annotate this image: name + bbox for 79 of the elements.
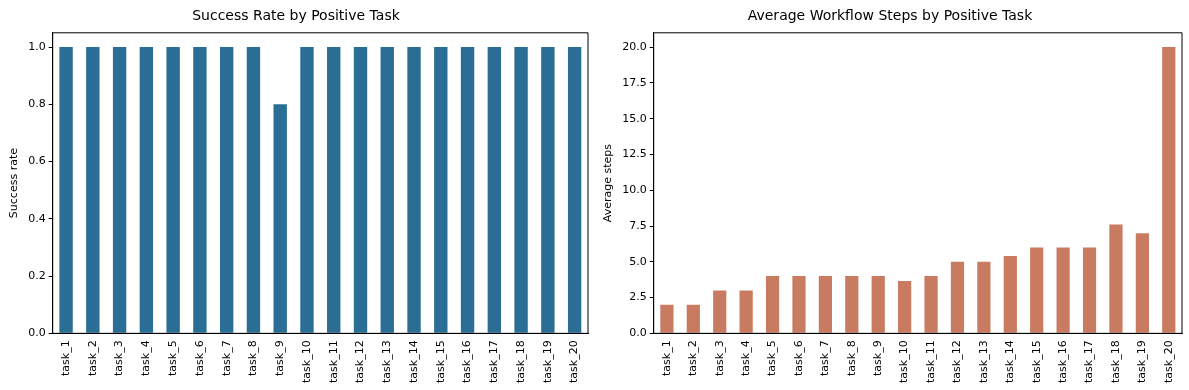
x-tick-label: task_18	[513, 340, 527, 383]
y-axis-title: Average steps	[601, 143, 615, 223]
x-tick-label: task_1	[58, 340, 72, 376]
x-tick-label: task_19	[540, 340, 554, 383]
bar	[818, 276, 832, 333]
y-tick-label: 2.5	[629, 290, 647, 304]
x-tick-label: task_4	[139, 340, 153, 376]
y-tick-label: 10.0	[622, 183, 647, 197]
bar	[713, 290, 727, 333]
y-tick-label: 20.0	[622, 39, 647, 53]
bar	[1109, 224, 1123, 333]
x-tick-label: task_6	[192, 340, 206, 376]
y-tick-label: 7.5	[629, 218, 647, 232]
x-tick-label: task_8	[246, 340, 260, 376]
x-tick-label: task_10	[299, 340, 313, 383]
x-tick-label: task_8	[844, 340, 858, 376]
x-tick-label: task_15	[1029, 340, 1043, 383]
y-tick-label: 0.0	[28, 326, 46, 340]
x-tick-label: task_19	[1135, 340, 1149, 383]
bar	[1162, 47, 1176, 333]
x-tick-label: task_2	[85, 340, 99, 376]
x-tick-label: task_15	[433, 340, 447, 383]
y-axis-title: Success rate	[7, 147, 21, 219]
x-tick-label: task_18	[1108, 340, 1122, 383]
y-tick-label: 0.2	[28, 268, 46, 282]
x-tick-label: task_14	[406, 340, 420, 383]
bar	[792, 276, 806, 333]
y-tick-label: 5.0	[629, 254, 647, 268]
x-tick-label: task_20	[1161, 340, 1175, 383]
x-tick-label: task_7	[219, 340, 233, 376]
bar	[924, 276, 938, 333]
x-tick-label: task_16	[1055, 340, 1069, 383]
bar	[1082, 247, 1097, 333]
x-tick-label: task_6	[791, 340, 805, 376]
x-tick-label: task_3	[712, 340, 726, 376]
x-tick-label: task_9	[273, 340, 287, 376]
y-tick-label: 0.0	[629, 326, 647, 340]
x-tick-label: task_5	[166, 340, 179, 376]
y-tick-label: 17.5	[622, 75, 647, 89]
bar	[739, 290, 753, 333]
x-tick-label: task_13	[380, 340, 394, 383]
x-tick-label: task_1	[659, 340, 673, 376]
x-tick-label: task_12	[950, 340, 964, 383]
x-tick-label: task_11	[923, 340, 937, 383]
y-tick-label: 15.0	[622, 111, 647, 125]
x-tick-label: task_7	[818, 340, 832, 376]
y-tick-label: 0.8	[28, 97, 46, 111]
x-tick-label: task_13	[976, 340, 990, 383]
bar	[1030, 247, 1044, 333]
bar	[660, 304, 674, 333]
bar	[871, 276, 885, 333]
bar	[1135, 233, 1149, 333]
bar	[686, 304, 700, 333]
x-tick-label: task_16	[460, 340, 474, 383]
bar	[1003, 256, 1017, 333]
x-tick-label: task_20	[567, 340, 581, 383]
x-tick-label: task_17	[487, 340, 501, 383]
bar	[950, 261, 965, 333]
x-tick-label: task_12	[353, 340, 367, 383]
chart-title: Success Rate by Positive Task	[192, 7, 401, 24]
x-tick-label: task_14	[1003, 340, 1017, 383]
x-tick-label: task_2	[686, 340, 700, 376]
x-tick-label: task_3	[112, 340, 126, 376]
y-tick-label: 0.4	[28, 211, 46, 225]
y-tick-label: 0.6	[28, 154, 46, 168]
chart-title: Average Workflow Steps by Positive Task	[747, 7, 1034, 24]
y-tick-label: 12.5	[622, 147, 647, 161]
x-tick-label: task_9	[871, 340, 885, 376]
bar	[845, 276, 859, 333]
x-tick-label: task_10	[897, 340, 911, 383]
bar	[765, 276, 780, 333]
x-tick-label: task_5	[765, 340, 779, 376]
bar	[977, 261, 991, 333]
x-tick-label: task_17	[1082, 340, 1096, 383]
x-tick-label: task_11	[326, 340, 340, 383]
bar	[898, 281, 912, 333]
x-tick-label: task_4	[739, 340, 753, 376]
y-tick-label: 1.0	[28, 39, 46, 53]
bar	[1056, 247, 1070, 333]
